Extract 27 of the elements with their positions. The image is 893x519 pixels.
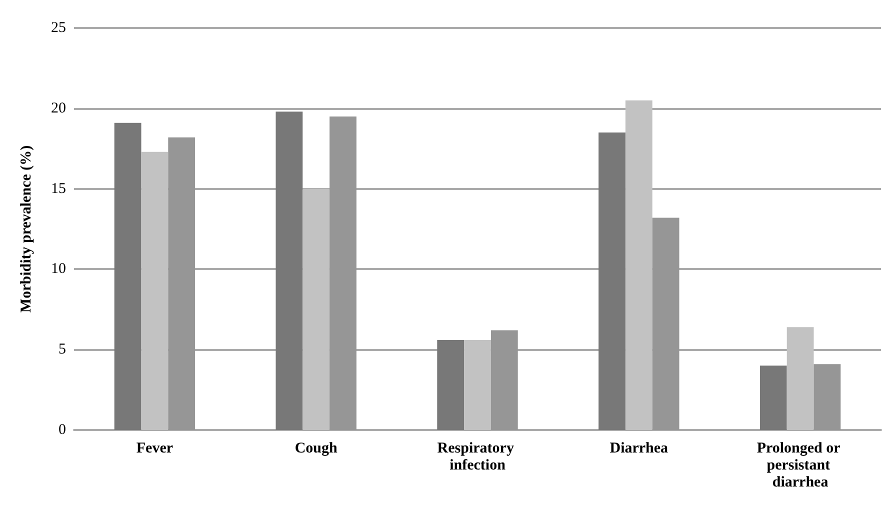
y-tick-label: 15 xyxy=(51,180,66,197)
bar xyxy=(625,100,652,430)
bar xyxy=(652,218,680,430)
x-tick-label: Respiratory infection xyxy=(437,440,518,474)
x-tick-label: Fever xyxy=(136,440,174,456)
x-tick-label: Cough xyxy=(294,440,338,456)
bar xyxy=(814,364,841,430)
x-tick-label: Prolonged or persistant diarrhea xyxy=(756,440,844,490)
y-axis-title: Morbidity prevalence (%) xyxy=(18,145,34,313)
bar xyxy=(330,116,356,430)
y-tick-label: 10 xyxy=(51,261,66,278)
bar xyxy=(302,188,330,430)
y-tick-label: 20 xyxy=(51,100,66,116)
bar xyxy=(598,132,626,430)
y-tick-label: 25 xyxy=(51,20,66,36)
bar xyxy=(760,366,787,430)
bar xyxy=(464,340,491,430)
bar xyxy=(490,330,518,430)
bar xyxy=(168,137,196,430)
x-tick-label: Diarrhea xyxy=(610,440,669,456)
y-tick-label: 5 xyxy=(58,342,66,358)
bar xyxy=(786,327,814,430)
bar xyxy=(276,112,303,430)
bar xyxy=(114,122,142,430)
bar xyxy=(141,152,168,430)
y-tick-label: 0 xyxy=(58,422,66,438)
bar xyxy=(437,340,464,430)
